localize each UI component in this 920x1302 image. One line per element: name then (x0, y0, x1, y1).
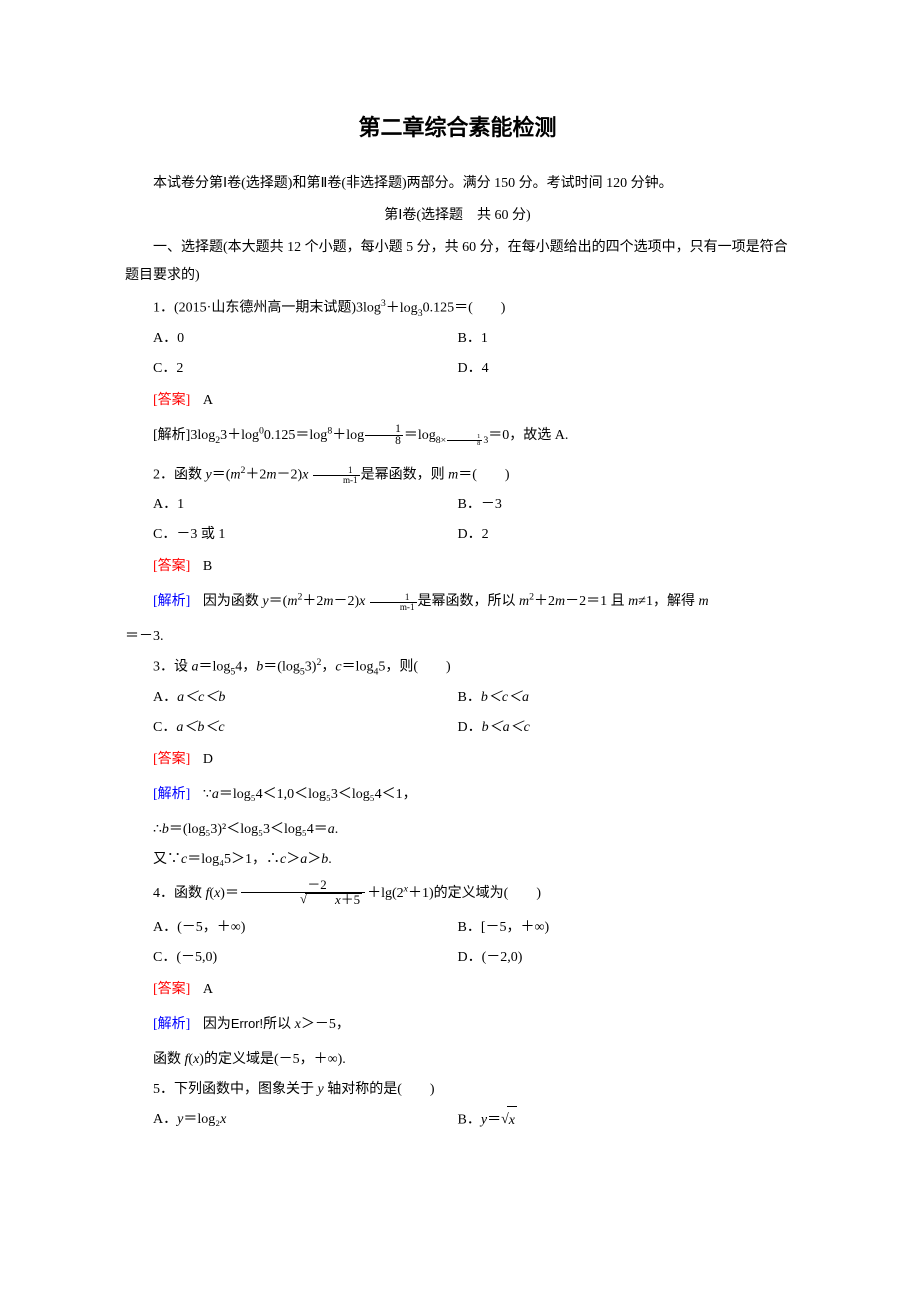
q3-analysis-text: ∵a＝log₅4＜1,0＜log₅3＜log₅4＜1， (203, 787, 417, 802)
q4-stem: 4．函数 f(x)＝－2√x＋5＋lg(2x＋1)的定义域为( ) (125, 876, 790, 912)
q4-stem-prefix: 4．函数 (153, 886, 206, 901)
q3-optD: D．b＜a＜c (458, 714, 791, 742)
section-heading: 一、选择题(本大题共 12 个小题，每小题 5 分，共 60 分，在每小题给出的… (125, 234, 790, 290)
q5-optB: B．y＝√x (458, 1106, 791, 1135)
q5-stem: 5．下列函数中，图象关于 y 轴对称的是( ) (125, 1076, 790, 1104)
q2-options-row1: A．1 B．－3 (125, 491, 790, 519)
answer-label: [答案] (153, 982, 190, 997)
q3-analysis-l2: ∴b＝(log₅3)²＜log₅3＜log₅4＝a. (125, 816, 790, 844)
q2-optB: B．－3 (458, 491, 791, 519)
q4-stem-mid: ＋lg(2 (367, 886, 404, 901)
analysis-label: [解析] (153, 1017, 190, 1032)
q4-optC: C．(－5,0) (125, 944, 458, 972)
q4-optA: A．(－5，＋∞) (125, 914, 458, 942)
q1-answer-value: A (203, 393, 213, 408)
q4-analysis-l2: 函数 f(x)的定义域是(－5，＋∞). (125, 1046, 790, 1074)
q3-options-row1: A．a＜c＜b B．b＜c＜a (125, 684, 790, 712)
q2-stem-suffix: 是幂函数，则 (361, 467, 449, 482)
q4-answer-value: A (203, 982, 213, 997)
q4-optB: B．[－5，＋∞) (458, 914, 791, 942)
q2-options-row2: C．－3 或 1 D．2 (125, 521, 790, 549)
q2-optC: C．－3 或 1 (125, 521, 458, 549)
q1-stem-prefix: 1．(2015·山东德州高一期末试题)3log (153, 301, 381, 316)
q4-options-row1: A．(－5，＋∞) B．[－5，＋∞) (125, 914, 790, 942)
q1-answer: [答案] A (125, 387, 790, 415)
part-heading: 第Ⅰ卷(选择题 共 60 分) (125, 202, 790, 230)
q3-stem-prefix: 3．设 (153, 660, 192, 675)
q2-optD: D．2 (458, 521, 791, 549)
intro-text: 本试卷分第Ⅰ卷(选择题)和第Ⅱ卷(非选择题)两部分。满分 150 分。考试时间 … (125, 170, 790, 198)
analysis-label: [解析] (153, 594, 190, 609)
answer-label: [答案] (153, 559, 190, 574)
answer-label: [答案] (153, 752, 190, 767)
q3-analysis-l3: 又∵c＝log₄5＞1，∴c＞a＞b. (125, 846, 790, 874)
q1-optA: A．0 (125, 325, 458, 353)
q2-stem-end: ＝( ) (458, 467, 509, 482)
q1-analysis: [解析]3log23＋log00.125＝log8＋log18＝log8×183… (125, 419, 790, 453)
q4-answer: [答案] A (125, 976, 790, 1004)
q2-analysis-cont: ＝－3. (125, 623, 790, 651)
q2-analysis-text: 因为函数 y＝(m2＋2m－2)x 1m-1是幂函数，所以 m2＋2m－2＝1 … (203, 594, 709, 609)
q4-analysis: [解析] 因为Error!所以 x＞－5， (125, 1008, 790, 1042)
q3-optC: C．a＜b＜c (125, 714, 458, 742)
q2-optA: A．1 (125, 491, 458, 519)
q4-stem-end: ＋1)的定义域为( ) (408, 886, 541, 901)
q2-stem-prefix: 2．函数 (153, 467, 206, 482)
q3-answer: [答案] D (125, 746, 790, 774)
q1-optB: B．1 (458, 325, 791, 353)
q2-analysis: [解析] 因为函数 y＝(m2＋2m－2)x 1m-1是幂函数，所以 m2＋2m－… (125, 585, 790, 619)
q3-options-row2: C．a＜b＜c D．b＜a＜c (125, 714, 790, 742)
q3-stem-suffix: ，则( ) (385, 660, 450, 675)
q2-answer: [答案] B (125, 553, 790, 581)
analysis-label: [解析] (153, 787, 190, 802)
exam-page: 第二章综合素能检测 本试卷分第Ⅰ卷(选择题)和第Ⅱ卷(非选择题)两部分。满分 1… (0, 0, 920, 1302)
q2-answer-value: B (203, 559, 212, 574)
q1-options-row2: C．2 D．4 (125, 355, 790, 383)
q1-analysis-tail: 故选 A. (523, 428, 568, 443)
q4-options-row2: C．(－5,0) D．(－2,0) (125, 944, 790, 972)
q1-stem-suffix: 0.125＝( ) (423, 301, 506, 316)
q3-answer-value: D (203, 752, 213, 767)
analysis-label: [解析] (153, 428, 190, 443)
q4-analysis-text: 因为Error!所以 x＞－5， (203, 1017, 350, 1032)
q4-optD: D．(－2,0) (458, 944, 791, 972)
q1-optC: C．2 (125, 355, 458, 383)
q3-optA: A．a＜c＜b (125, 684, 458, 712)
answer-label: [答案] (153, 393, 190, 408)
q3-stem: 3．设 a＝log54，b＝(log53)2，c＝log45，则( ) (125, 653, 790, 682)
page-title: 第二章综合素能检测 (125, 110, 790, 142)
q1-options-row1: A．0 B．1 (125, 325, 790, 353)
q2-stem: 2．函数 y＝(m2＋2m－2)x 1m-1是幂函数，则 m＝( ) (125, 461, 790, 490)
q5-stem-suffix: 轴对称的是( ) (324, 1082, 435, 1097)
q5-optA: A．y＝log₂x (125, 1106, 458, 1135)
q1-optD: D．4 (458, 355, 791, 383)
q3-analysis-l1: [解析] ∵a＝log₅4＜1,0＜log₅3＜log₅4＜1， (125, 778, 790, 812)
q3-optB: B．b＜c＜a (458, 684, 791, 712)
q1-stem: 1．(2015·山东德州高一期末试题)3log3＋log30.125＝( ) (125, 294, 790, 323)
q5-stem-prefix: 5．下列函数中，图象关于 (153, 1082, 318, 1097)
q1-analysis-text: 3log23＋log00.125＝log8＋log18＝log8×183＝0， (190, 428, 523, 443)
q5-options-row1: A．y＝log₂x B．y＝√x (125, 1106, 790, 1135)
